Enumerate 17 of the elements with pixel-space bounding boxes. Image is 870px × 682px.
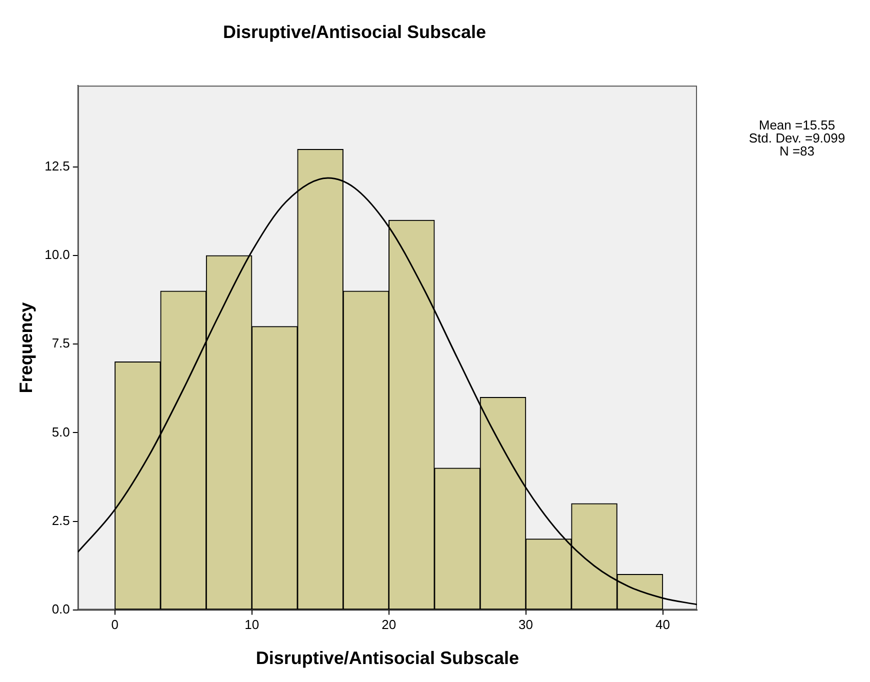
- text: Std. Dev. =9.099: [748, 130, 846, 146]
- text: Mean =15.55: [758, 118, 836, 133]
- x-tick-label: 40: [656, 617, 670, 632]
- chart-title: Disruptive/Antisocial Subscale: [222, 22, 486, 42]
- x-axis-title: Disruptive/Antisocial Subscale: [256, 648, 519, 668]
- y-tick-label: 0.0: [52, 601, 70, 616]
- y-tick-label: 10.0: [44, 247, 70, 262]
- x-tick-label: 10: [244, 617, 260, 632]
- y-axis-title: Frequency: [16, 302, 36, 394]
- y-tick-label: 5.0: [52, 424, 70, 440]
- y-tick-label: 7.5: [52, 336, 70, 351]
- x-tick-label: 30: [518, 617, 534, 632]
- x-tick-label: 20: [382, 617, 396, 632]
- text: N =83: [779, 144, 815, 159]
- x-tick-label: 0: [111, 617, 118, 632]
- y-tick-label: 2.5: [52, 512, 70, 528]
- y-tick-label: 12.5: [44, 158, 70, 174]
